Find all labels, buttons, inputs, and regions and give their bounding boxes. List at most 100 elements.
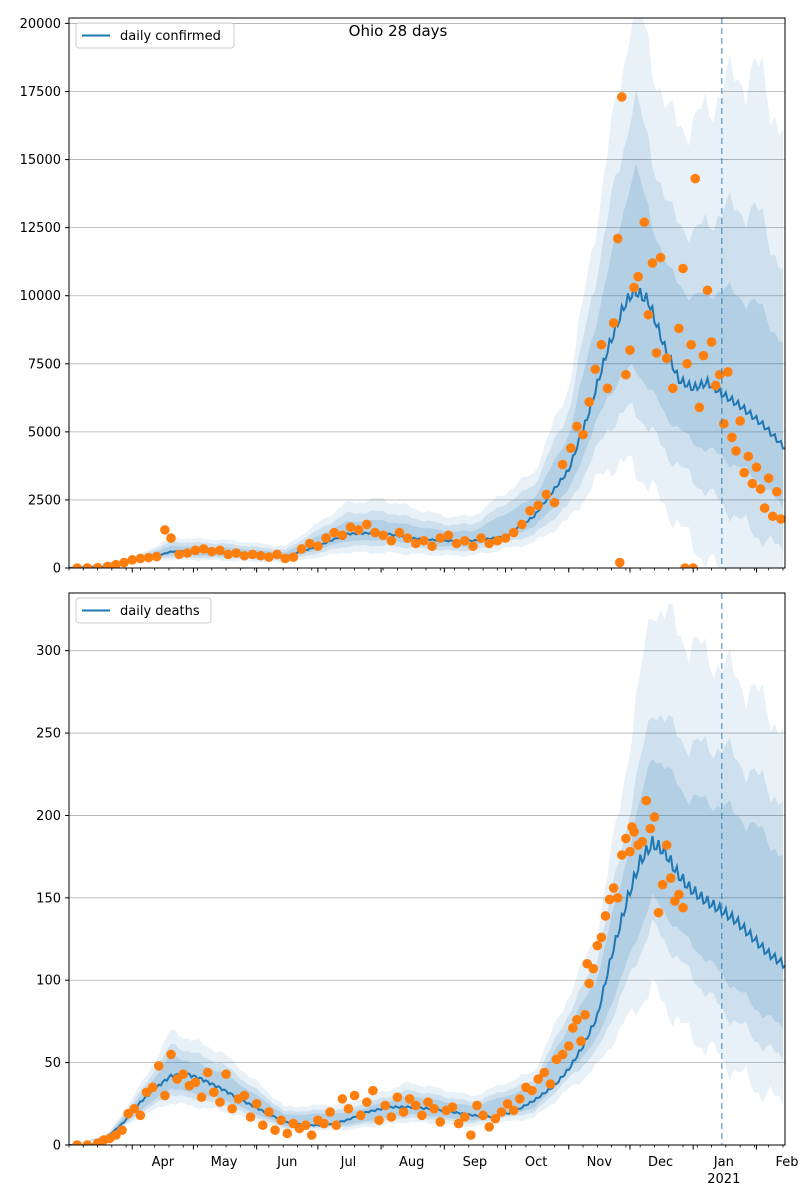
x-tick-label: May (211, 1155, 238, 1170)
y-tick-label: 0 (53, 562, 61, 577)
data-point (639, 217, 650, 228)
data-point (743, 451, 754, 462)
data-point (576, 1036, 586, 1046)
data-point (653, 907, 664, 918)
data-point (549, 497, 560, 508)
data-point (763, 473, 774, 483)
y-tick-label: 300 (36, 644, 61, 659)
data-point (625, 345, 635, 355)
data-point (337, 1094, 348, 1104)
data-point (190, 1077, 201, 1088)
data-point (592, 940, 603, 951)
data-point (378, 530, 388, 541)
data-point (527, 1085, 537, 1096)
data-point (688, 563, 699, 568)
data-point (596, 932, 607, 943)
data-point (539, 1067, 550, 1078)
data-point (362, 1097, 372, 1107)
data-point (321, 533, 331, 543)
data-point (147, 1082, 158, 1093)
data-point (641, 795, 652, 806)
data-point (694, 402, 705, 413)
x-tick-label: Feb (776, 1155, 799, 1170)
data-point (714, 369, 725, 380)
data-point (325, 1107, 335, 1117)
data-point (178, 1069, 189, 1079)
data-point (72, 563, 82, 568)
data-point (476, 533, 486, 543)
data-point (280, 553, 291, 564)
data-point (682, 358, 692, 369)
data-point (374, 1115, 384, 1126)
data-point (245, 1112, 256, 1122)
data-point (82, 1140, 93, 1145)
data-point (368, 1085, 378, 1096)
data-point (92, 562, 103, 568)
data-point (545, 1079, 556, 1089)
chart-title: Ohio 28 days (349, 22, 448, 40)
data-point (459, 1112, 470, 1122)
data-point (490, 1113, 501, 1124)
data-point (143, 552, 154, 563)
x-tick-label: Apr (152, 1155, 175, 1170)
data-point (578, 429, 588, 440)
data-point (153, 1061, 164, 1071)
data-point (515, 1094, 525, 1104)
data-point (231, 548, 242, 558)
y-tick-label: 100 (36, 974, 61, 989)
data-point (735, 416, 745, 426)
data-point (582, 958, 592, 969)
data-point (621, 833, 631, 844)
data-point (568, 1023, 578, 1033)
data-point (306, 1130, 317, 1140)
data-point (264, 552, 274, 562)
data-point (160, 525, 170, 535)
data-point (386, 535, 397, 546)
data-point (329, 527, 339, 538)
data-point (206, 546, 217, 557)
data-point (492, 535, 503, 546)
data-point (661, 353, 672, 364)
data-point (625, 846, 635, 857)
y-tick-label: 200 (36, 809, 61, 824)
y-tick-label: 0 (53, 1139, 61, 1154)
data-point (657, 879, 668, 890)
y-tick-label: 10000 (20, 289, 61, 304)
y-tick-label: 2500 (28, 493, 61, 508)
data-point (525, 506, 535, 516)
data-point (776, 514, 785, 524)
y-tick-label: 12500 (20, 221, 61, 236)
data-point (423, 1097, 433, 1107)
data-point (747, 478, 758, 489)
data-point (174, 549, 184, 560)
data-point (472, 1100, 482, 1111)
confirmed-panel: 0 2500 5000 7500 10000 12500 15000 17500 20000 da… (20, 17, 786, 577)
data-point (643, 309, 654, 320)
data-point (151, 551, 162, 562)
data-point (223, 549, 233, 560)
data-point (215, 545, 225, 556)
x-tick-label: Jun (276, 1155, 297, 1170)
data-point (608, 318, 619, 328)
data-point (300, 1120, 311, 1131)
data-point (429, 1103, 439, 1114)
y-tick-label: 50 (44, 1056, 61, 1071)
uncertainty-band (69, 89, 783, 568)
data-point (419, 535, 429, 546)
data-point (678, 263, 688, 274)
deaths-panel: 0 50 100 150 200 250 300 Apr May Jun Jul Aug Sep Oct N… (36, 592, 799, 1170)
data-point (680, 563, 690, 568)
data-point (304, 538, 315, 549)
data-point (102, 561, 113, 568)
data-point (702, 285, 713, 296)
data-point (508, 527, 519, 538)
data-point (380, 1100, 390, 1111)
data-point (255, 550, 266, 561)
data-point (645, 823, 656, 834)
legend-box (75, 22, 235, 49)
data-point (394, 527, 405, 538)
y-tick-label: 250 (36, 727, 61, 742)
uncertainty-band (69, 759, 783, 1145)
data-point (453, 1118, 464, 1129)
data-point (608, 883, 619, 893)
